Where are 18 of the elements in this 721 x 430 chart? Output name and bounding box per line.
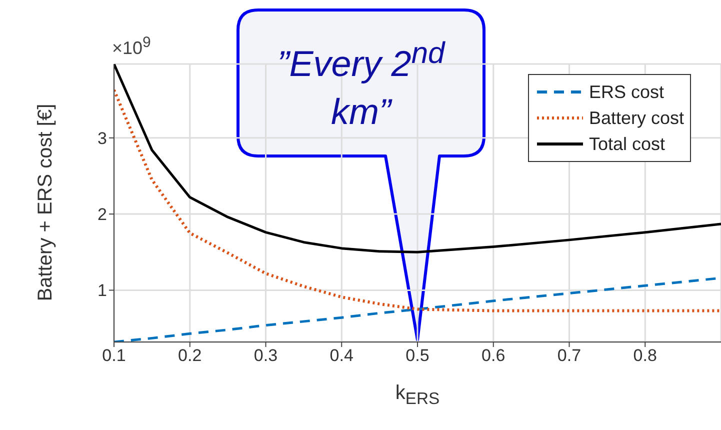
legend-label: Battery cost [588, 108, 684, 128]
legend-label: Total cost [588, 134, 665, 154]
x-tick-label: 0.1 [102, 346, 126, 366]
y-axis-title: Battery + ERS cost [€] [34, 102, 58, 304]
y-tick-label: 1 [98, 281, 107, 300]
x-tick-label: 0.6 [482, 346, 506, 366]
x-tick-label: 0.2 [178, 346, 202, 366]
x-tick-label: 0.5 [406, 346, 430, 366]
x-tick-label: 0.8 [633, 346, 657, 366]
legend-label: ERS cost [588, 82, 664, 102]
x-axis-title: k$_{ERS}$ [394, 382, 441, 409]
y-tick-label: 3 [98, 128, 107, 148]
x-tick-label: 0.3 [254, 346, 278, 366]
x-tick-label: 0.7 [557, 346, 582, 366]
y-tick-label: 2 [98, 205, 107, 224]
text: ×10$^{9}$ [112, 34, 151, 59]
annotation: ”Every 2$^{nd}$ km” [276, 36, 446, 134]
x-tick-label: 0.4 [330, 346, 354, 366]
